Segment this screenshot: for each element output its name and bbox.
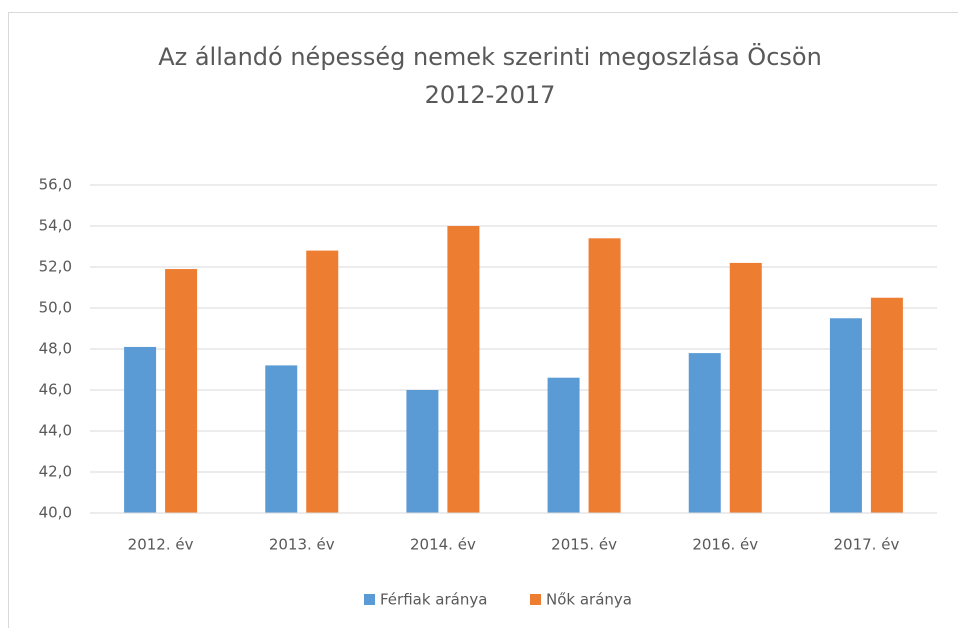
legend-label: Nők aránya — [546, 591, 632, 609]
bar — [688, 353, 721, 513]
bar — [588, 238, 621, 514]
bar — [165, 269, 198, 513]
bar — [547, 377, 580, 513]
y-tick-label: 52,0 — [39, 258, 72, 276]
y-tick-label: 48,0 — [39, 340, 72, 358]
bar — [406, 390, 439, 513]
y-tick-label: 40,0 — [39, 504, 72, 522]
y-tick-label: 42,0 — [39, 463, 72, 481]
y-tick-label: 56,0 — [39, 176, 72, 194]
chart-frame — [8, 12, 958, 628]
y-tick-label: 54,0 — [39, 217, 72, 235]
x-tick-label: 2015. év — [551, 536, 617, 554]
y-tick-label: 44,0 — [39, 422, 72, 440]
x-tick-label: 2016. év — [692, 536, 758, 554]
legend-swatch — [364, 594, 375, 605]
bar — [265, 365, 298, 513]
x-tick-label: 2012. év — [128, 536, 194, 554]
bar — [870, 297, 903, 513]
chart-title: 2012-2017 — [425, 81, 556, 109]
chart-title: Az állandó népesség nemek szerinti megos… — [158, 42, 822, 71]
legend-swatch — [530, 594, 541, 605]
legend-label: Férfiak aránya — [380, 591, 487, 609]
bar — [447, 226, 480, 513]
x-tick-label: 2014. év — [410, 536, 476, 554]
y-tick-label: 46,0 — [39, 381, 72, 399]
x-tick-label: 2013. év — [269, 536, 335, 554]
y-tick-label: 50,0 — [39, 299, 72, 317]
bar — [306, 250, 339, 513]
bar — [124, 346, 157, 513]
x-tick-label: 2017. év — [834, 536, 900, 554]
bar — [729, 262, 762, 513]
bar — [829, 318, 862, 513]
